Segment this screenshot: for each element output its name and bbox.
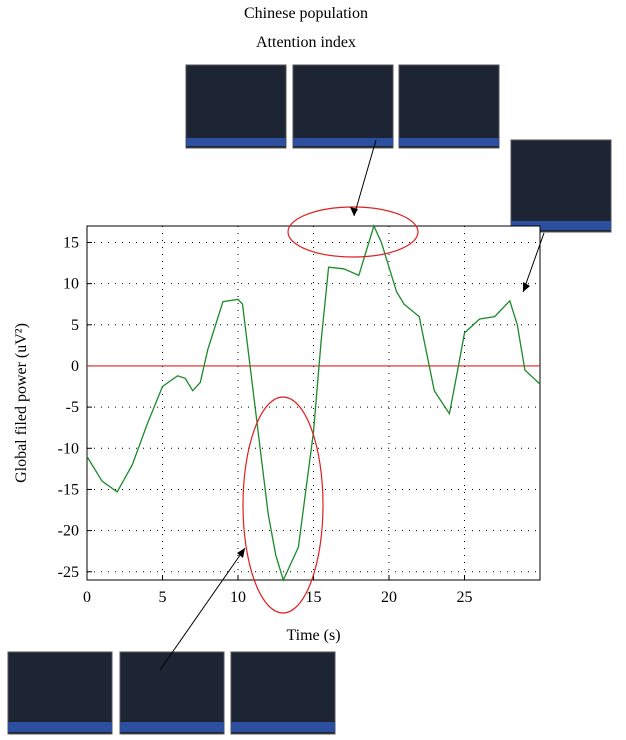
- plot-area: [87, 226, 540, 580]
- data-line: [86, 224, 541, 582]
- arrow-head: [237, 548, 245, 558]
- x-tick-label: 20: [381, 589, 397, 606]
- x-tick-label: 25: [457, 589, 473, 606]
- video-caption: [120, 722, 224, 732]
- video-caption: [186, 138, 286, 146]
- y-tick-label: -10: [58, 440, 79, 457]
- video-caption: [511, 221, 611, 230]
- annotation: Attention index: [256, 34, 356, 51]
- video-frame: [119, 651, 225, 735]
- arrow-head: [350, 207, 358, 216]
- highlights: [159, 139, 545, 671]
- y-axis-label: Global filed power (uV²): [13, 323, 30, 483]
- arrow: [353, 139, 377, 217]
- x-tick-label: 15: [306, 589, 322, 606]
- plot: -25 -20 -15 -10 -5 0 5 10 15 0 5 10 15 20 25 Time (s) Gl…: [13, 224, 541, 644]
- video-caption: [8, 722, 112, 732]
- x-axis-label: Time (s): [286, 627, 340, 644]
- y-tick-label: -20: [58, 523, 79, 540]
- y-tick-label: -15: [58, 481, 79, 498]
- x-tick-label: 10: [230, 589, 246, 606]
- y-tick-label: 10: [63, 276, 79, 293]
- annotation: Chinese population: [244, 5, 368, 22]
- video-caption: [399, 138, 499, 146]
- video-caption: [231, 722, 335, 732]
- x-tick-label: 0: [83, 589, 91, 606]
- video-frame: [292, 64, 394, 149]
- arrow: [522, 232, 545, 293]
- y-tick-label: -5: [66, 399, 79, 416]
- y-tick-label: -25: [58, 564, 79, 581]
- arrow: [159, 547, 246, 671]
- y-tick-label: 15: [63, 234, 79, 251]
- highlight-ellipse: [287, 206, 419, 258]
- highlight-ellipse: [242, 396, 324, 614]
- x-tick-label: 5: [159, 589, 167, 606]
- video-frame: [398, 64, 500, 149]
- video-frame: [510, 139, 612, 233]
- thumbnails: [7, 64, 612, 735]
- arrow-head: [523, 282, 530, 292]
- video-frame: [230, 651, 336, 735]
- y-tick-label: 5: [71, 317, 79, 334]
- y-tick-label: 0: [71, 358, 79, 375]
- video-frame: [185, 64, 287, 149]
- axes-frame: [86, 225, 541, 581]
- video-frame: [7, 651, 113, 735]
- video-caption: [293, 138, 393, 146]
